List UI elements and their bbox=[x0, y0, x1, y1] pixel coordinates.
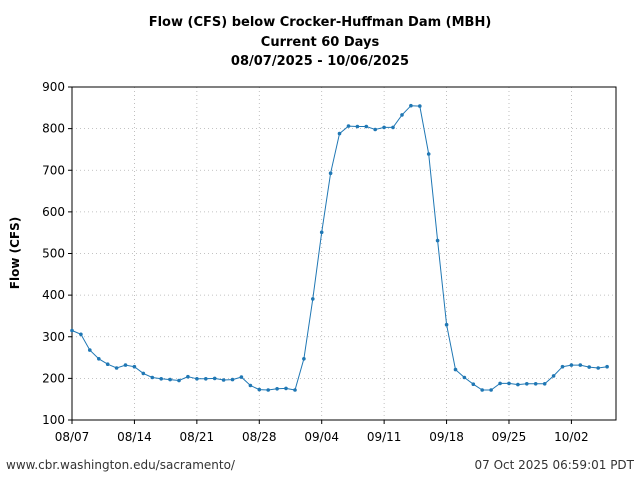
data-point bbox=[79, 332, 83, 337]
data-point bbox=[186, 374, 190, 379]
x-tick-label: 10/02 bbox=[554, 430, 589, 444]
flow-series-line bbox=[71, 105, 608, 391]
data-point bbox=[435, 238, 440, 243]
y-tick-label: 700 bbox=[42, 163, 65, 177]
data-point bbox=[105, 362, 110, 367]
data-point bbox=[114, 366, 119, 370]
data-point bbox=[168, 377, 172, 382]
data-point bbox=[204, 377, 208, 381]
data-point bbox=[319, 230, 324, 235]
data-point bbox=[444, 322, 449, 327]
data-point bbox=[507, 381, 511, 386]
data-point bbox=[275, 387, 279, 391]
data-point bbox=[471, 382, 476, 387]
data-point bbox=[533, 382, 538, 386]
data-point bbox=[293, 388, 297, 392]
data-point bbox=[239, 375, 244, 379]
x-tick-label: 08/07 bbox=[55, 430, 90, 444]
chart-title-line-2: Current 60 Days bbox=[260, 35, 380, 50]
y-axis-label: Flow (CFS) bbox=[8, 217, 22, 289]
y-tick-label: 500 bbox=[42, 247, 65, 261]
chart-title-line-1: Flow (CFS) below Crocker-Huffman Dam (MB… bbox=[148, 15, 492, 30]
data-point bbox=[88, 348, 92, 352]
data-point bbox=[346, 124, 351, 128]
data-point bbox=[177, 378, 181, 383]
data-point bbox=[587, 365, 591, 369]
data-point bbox=[132, 364, 137, 369]
x-tick-label: 09/25 bbox=[492, 430, 527, 444]
data-point bbox=[516, 382, 520, 387]
x-tick-label: 08/21 bbox=[180, 430, 215, 444]
chart-title-line-3: 08/07/2025 - 10/06/2025 bbox=[230, 54, 410, 69]
data-point bbox=[418, 104, 422, 108]
data-point bbox=[266, 388, 271, 392]
x-tick-label: 08/14 bbox=[117, 430, 152, 444]
data-point bbox=[391, 125, 395, 130]
data-point bbox=[373, 127, 378, 132]
data-point bbox=[462, 375, 467, 380]
data-point bbox=[364, 124, 369, 129]
flow-series-points bbox=[70, 103, 609, 392]
data-point bbox=[605, 364, 609, 369]
data-point bbox=[150, 375, 155, 380]
y-tick-label: 900 bbox=[42, 80, 65, 94]
data-point bbox=[569, 363, 574, 367]
data-point bbox=[284, 386, 288, 391]
data-point bbox=[409, 103, 413, 108]
y-tick-label: 800 bbox=[42, 122, 65, 136]
data-point bbox=[578, 363, 583, 367]
y-tick-label: 400 bbox=[42, 288, 65, 302]
data-point bbox=[302, 357, 306, 361]
data-point bbox=[221, 378, 226, 382]
data-point bbox=[426, 152, 431, 156]
data-point bbox=[337, 131, 342, 136]
data-point bbox=[195, 377, 199, 381]
timestamp: 07 Oct 2025 06:59:01 PDT bbox=[474, 458, 634, 472]
data-point bbox=[230, 377, 235, 382]
y-tick-label: 100 bbox=[42, 413, 65, 427]
y-tick-label: 200 bbox=[42, 371, 65, 385]
grid-lines bbox=[72, 87, 616, 420]
data-point bbox=[480, 388, 485, 392]
data-point bbox=[97, 357, 101, 361]
data-point bbox=[257, 387, 262, 392]
data-point bbox=[212, 376, 217, 381]
data-point bbox=[70, 328, 74, 333]
data-point bbox=[141, 371, 146, 376]
data-point bbox=[489, 388, 493, 392]
y-axis: 100 200 300 400 500 600 700 800 900 bbox=[42, 80, 72, 427]
data-point bbox=[551, 374, 556, 378]
data-point bbox=[328, 171, 333, 175]
data-point bbox=[542, 382, 547, 386]
data-point bbox=[159, 377, 163, 381]
data-point bbox=[248, 383, 253, 388]
source-url: www.cbr.washington.edu/sacramento/ bbox=[6, 458, 235, 472]
data-point bbox=[123, 363, 128, 367]
data-point bbox=[355, 124, 360, 129]
data-point bbox=[382, 125, 386, 130]
data-point bbox=[453, 367, 458, 372]
y-tick-label: 600 bbox=[42, 205, 65, 219]
x-tick-label: 09/11 bbox=[367, 430, 402, 444]
y-tick-label: 300 bbox=[42, 330, 65, 344]
x-axis: 08/07 08/14 08/21 08/28 09/04 09/11 09/18 09/25… bbox=[55, 420, 589, 444]
x-tick-label: 08/28 bbox=[242, 430, 277, 444]
data-point bbox=[498, 381, 502, 386]
data-point bbox=[560, 364, 565, 369]
data-point bbox=[525, 382, 529, 386]
data-point bbox=[400, 113, 404, 117]
data-point bbox=[596, 366, 600, 370]
x-tick-label: 09/04 bbox=[304, 430, 339, 444]
x-tick-label: 09/18 bbox=[429, 430, 464, 444]
data-point bbox=[311, 297, 315, 301]
